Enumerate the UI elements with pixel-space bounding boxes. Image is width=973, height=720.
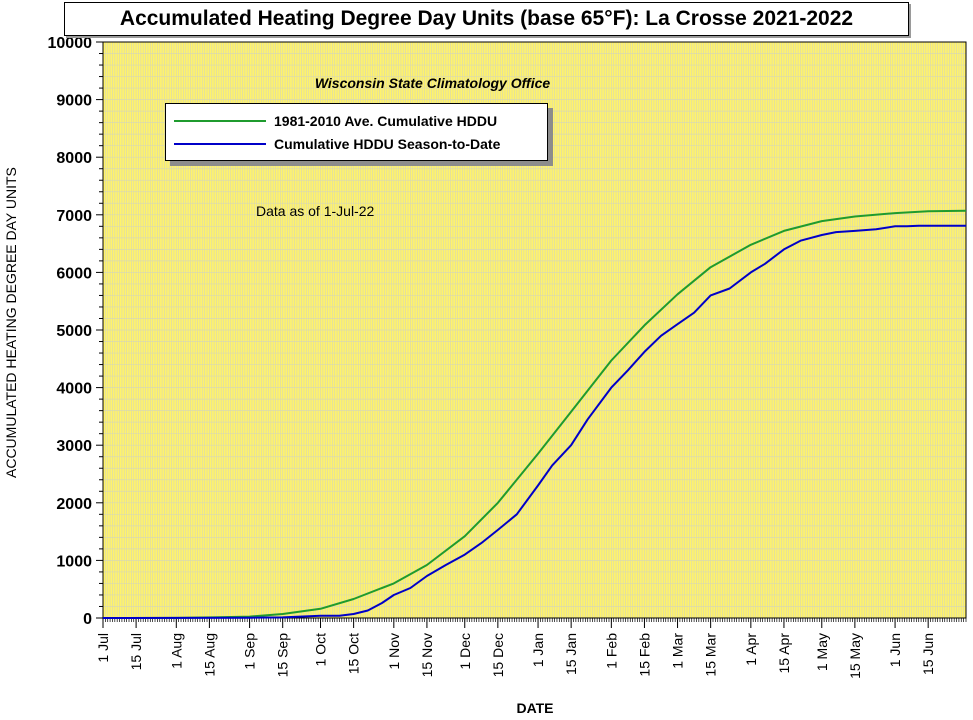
y-tick-label: 5000 [56,323,92,340]
series-average-line [102,209,967,619]
x-tick-label: 1 Nov [386,633,402,670]
x-tick-label: 1 Dec [457,633,473,670]
legend: 1981-2010 Ave. Cumulative HDDU Cumulativ… [165,103,548,161]
x-tick-label: 15 Dec [490,633,506,677]
x-tick-label: 1 May [814,633,830,671]
x-tick-label: 15 Jul [128,633,144,670]
x-tick-label: 1 Mar [670,633,686,669]
data-date-note: Data as of 1-Jul-22 [256,203,375,219]
legend-label-season: Cumulative HDDU Season-to-Date [274,136,501,152]
x-tick-label: 1 Aug [168,633,184,669]
legend-swatch-average [174,120,266,122]
x-tick-label: 1 Feb [603,633,619,669]
x-tick-label: 1 Sep [242,633,258,670]
y-tick-label: 2000 [56,496,92,513]
series-season-line [102,224,966,619]
y-tick-label: 0 [83,611,92,628]
x-tick-label: 15 Jun [920,633,936,675]
legend-item-average: 1981-2010 Ave. Cumulative HDDU [174,111,497,131]
y-axis-label: ACCUMULATED HEATING DEGREE DAY UNITS [3,167,19,478]
chart-title-box: Accumulated Heating Degree Day Units (ba… [64,2,909,36]
y-tick-label: 6000 [56,265,92,282]
x-tick-label: 15 Jan [563,633,579,675]
axes: 0 1000 2000 3000 4000 5000 6000 7000 8000 9000 100… [48,35,967,679]
x-tick-label: 15 Feb [636,633,652,677]
chart-title: Accumulated Heating Degree Day Units (ba… [119,7,854,30]
y-tick-label: 3000 [56,438,92,455]
y-tick-label: 9000 [56,93,92,110]
x-tick-label: 15 Aug [201,633,217,677]
x-tick-label: 15 Mar [703,633,719,677]
x-tick-label: 1 Jul [95,633,111,663]
x-tick-label: 15 Oct [346,633,362,674]
x-tick-label: 15 May [847,633,863,679]
y-tick-label: 4000 [56,381,92,398]
legend-label-average: 1981-2010 Ave. Cumulative HDDU [274,113,498,129]
legend-swatch-season [174,143,266,145]
y-tick-label: 7000 [56,208,92,225]
x-tick-label: 15 Nov [419,633,435,677]
x-tick-label: 1 Jun [887,633,903,667]
y-tick-label: 8000 [56,150,92,167]
x-tick-label: 15 Apr [776,633,792,674]
x-tick-label: 1 Jan [530,633,546,667]
series-layer [102,209,967,619]
y-tick-label: 1000 [56,553,92,570]
x-tick-label: 15 Sep [275,633,291,678]
x-tick-label: 1 Apr [743,633,759,666]
y-tick-label: 10000 [48,35,93,52]
x-axis-label: DATE [516,700,554,716]
x-tick-label: 1 Oct [313,633,329,667]
legend-item-season: Cumulative HDDU Season-to-Date [174,134,500,154]
chart-subtitle: Wisconsin State Climatology Office [314,75,551,91]
